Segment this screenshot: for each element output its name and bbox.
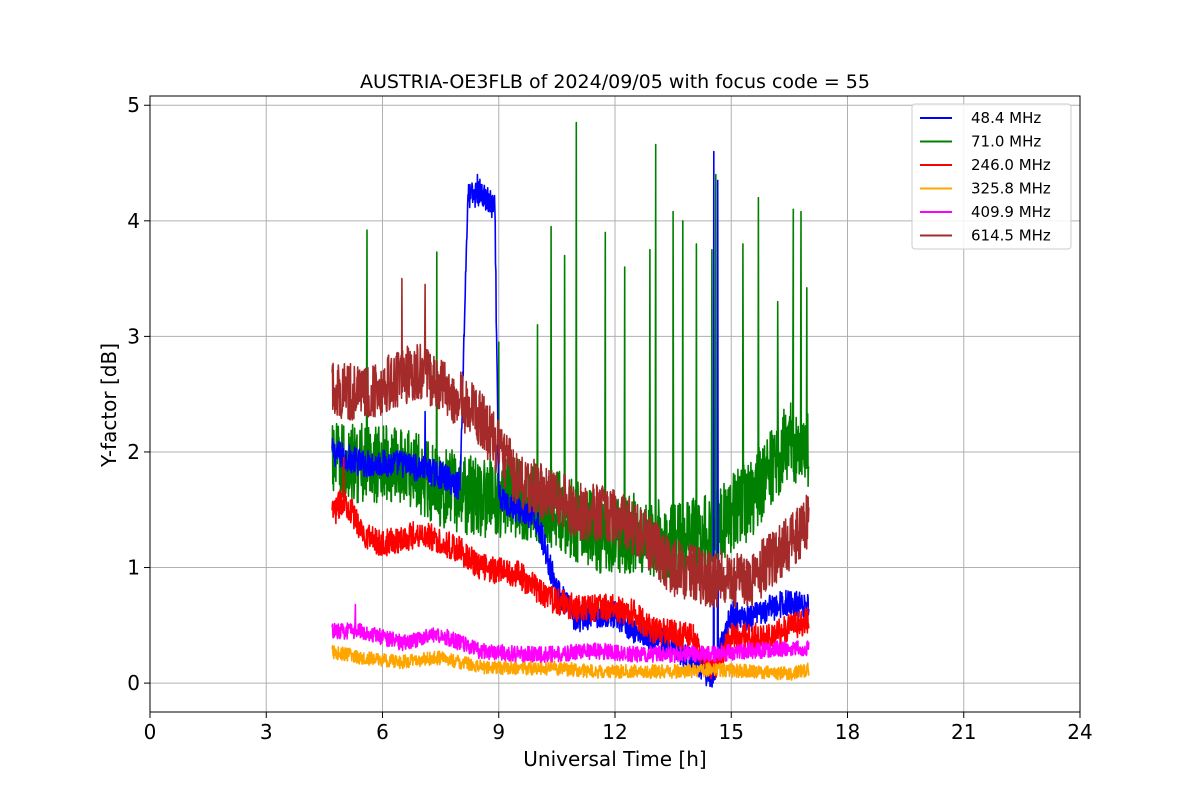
legend-label: 325.8 MHz — [971, 180, 1051, 198]
x-tick-label: 9 — [492, 720, 505, 744]
x-axis: 0 3 6 9 12 15 18 21 24 — [144, 712, 1093, 744]
legend-label: 614.5 MHz — [971, 227, 1051, 245]
legend-label: 246.0 MHz — [971, 156, 1051, 174]
x-tick-label: 6 — [376, 720, 389, 744]
y-axis: 0 1 2 3 4 5 — [127, 93, 150, 695]
x-tick-label: 18 — [835, 720, 860, 744]
y-tick-label: 3 — [127, 324, 140, 348]
x-axis-label: Universal Time [h] — [523, 747, 706, 771]
legend-label: 48.4 MHz — [971, 109, 1041, 127]
series-layer — [331, 121, 810, 688]
x-tick-label: 21 — [951, 720, 976, 744]
x-tick-label: 3 — [260, 720, 273, 744]
x-tick-label: 15 — [719, 720, 744, 744]
y-tick-label: 2 — [127, 440, 140, 464]
x-tick-label: 0 — [144, 720, 157, 744]
y-axis-label: Y-factor [dB] — [97, 343, 121, 468]
y-tick-label: 1 — [127, 556, 140, 580]
series-line-409-9-mhz — [331, 603, 810, 664]
series-line-71-0-mhz — [331, 121, 810, 583]
legend: 48.4 MHz 71.0 MHz 246.0 MHz 325.8 MHz 409.9… — [911, 103, 1072, 250]
y-tick-label: 0 — [127, 671, 140, 695]
series-line-614-5-mhz — [331, 277, 810, 609]
series-line-325-8-mhz — [331, 645, 810, 681]
legend-label: 71.0 MHz — [971, 133, 1041, 151]
y-tick-label: 5 — [127, 93, 140, 117]
chart-title: AUSTRIA-OE3FLB of 2024/09/05 with focus … — [360, 71, 870, 93]
x-tick-label: 24 — [1067, 720, 1092, 744]
x-tick-label: 12 — [602, 720, 627, 744]
y-tick-label: 4 — [127, 209, 140, 233]
legend-label: 409.9 MHz — [971, 203, 1051, 221]
